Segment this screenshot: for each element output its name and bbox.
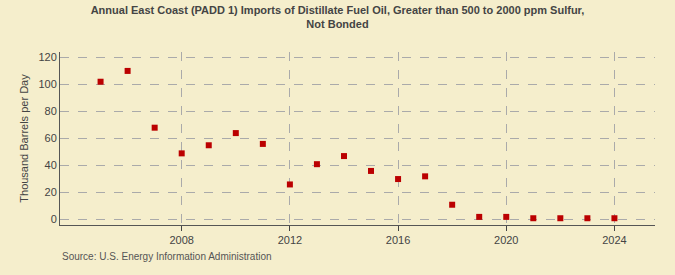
svg-text:60: 60 xyxy=(45,132,57,144)
svg-text:2016: 2016 xyxy=(386,234,410,246)
svg-text:2008: 2008 xyxy=(169,234,193,246)
svg-text:2012: 2012 xyxy=(278,234,302,246)
svg-text:120: 120 xyxy=(38,51,56,63)
svg-text:2024: 2024 xyxy=(602,234,626,246)
svg-text:20: 20 xyxy=(45,186,57,198)
svg-text:Thousand Barrels per Day: Thousand Barrels per Day xyxy=(18,74,30,203)
svg-text:Annual East Coast (PADD 1) Imp: Annual East Coast (PADD 1) Imports of Di… xyxy=(91,4,585,30)
svg-text:2020: 2020 xyxy=(494,234,518,246)
svg-text:80: 80 xyxy=(45,105,57,117)
svg-text:100: 100 xyxy=(38,78,56,90)
svg-text:0: 0 xyxy=(51,213,57,225)
svg-text:Source: U.S. Energy Informatio: Source: U.S. Energy Information Administ… xyxy=(62,251,272,262)
svg-text:40: 40 xyxy=(45,159,57,171)
